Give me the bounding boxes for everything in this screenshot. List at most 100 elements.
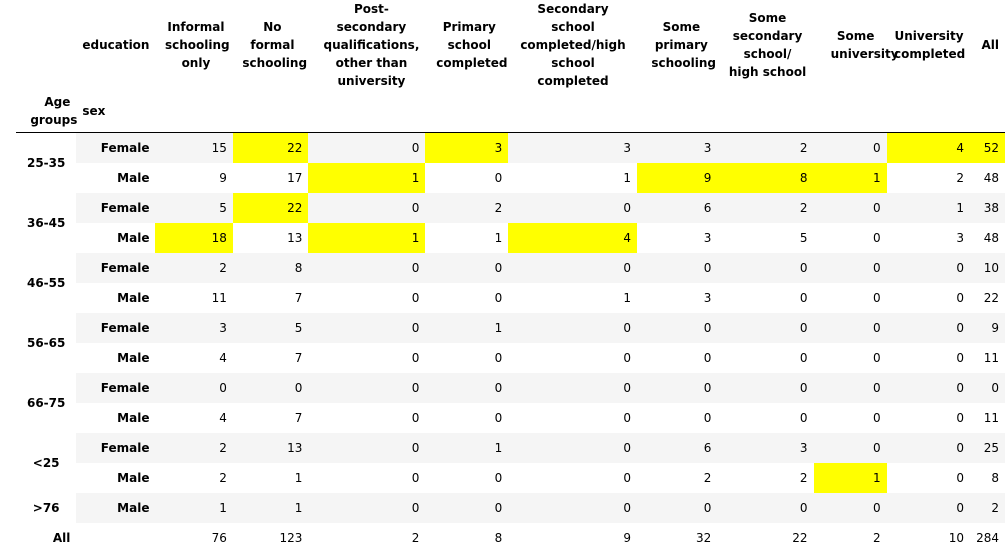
total-blank-cell — [76, 523, 155, 553]
table-cell: 0 — [425, 252, 509, 283]
header-blank-cell — [16, 0, 76, 90]
total-cell: 284 — [970, 522, 1005, 553]
column-header-0: Informal schooling only — [155, 0, 232, 90]
highlighted-cell: 9 — [636, 162, 718, 193]
sex-label: Male — [117, 410, 150, 425]
table-cell: 0 — [813, 192, 887, 223]
table-cell: 2 — [219, 470, 227, 485]
table-cell: 5 — [799, 230, 808, 245]
highlighted-cell: 22 — [232, 192, 309, 223]
highlighted-cell: 4 — [886, 132, 971, 163]
table-cell: 0 — [717, 312, 814, 343]
table-cell: 0 — [872, 230, 881, 245]
highlighted-cell: 1 — [813, 162, 887, 193]
table-row: Male 11 7 0 0 1 3 0 0 0 22 — [16, 283, 1005, 313]
table-row: Male 4 7 0 0 0 0 0 0 0 11 — [16, 403, 1005, 433]
table-cell: 3 — [703, 290, 712, 305]
highlighted-cell: 1 — [308, 162, 426, 193]
table-row: <25 Female 2 13 0 1 0 6 3 0 0 25 — [16, 432, 1005, 493]
sex-label: Female — [76, 432, 156, 463]
sex-label: Male — [117, 470, 150, 485]
table-cell: 0 — [956, 350, 965, 365]
table-cell: 0 — [508, 312, 637, 343]
sex-label: Female — [76, 252, 156, 283]
table-cell: 25 — [970, 432, 1005, 463]
table-cell: 0 — [717, 492, 814, 523]
table-cell: 3 — [717, 432, 814, 463]
table-cell: 1 — [294, 470, 303, 485]
highlighted-cell: 22 — [232, 132, 309, 163]
table-cell: 10 — [970, 252, 1005, 283]
table-cell: 0 — [799, 350, 808, 365]
table-row: Male 9 17 1 0 1 9 8 1 2 48 — [16, 162, 1005, 193]
crosstab-table: education Informal schooling only No form… — [16, 0, 1005, 553]
table-cell: 1 — [623, 170, 631, 185]
table-cell: 1 — [425, 432, 509, 463]
table-cell: 0 — [508, 492, 637, 523]
table-cell: 15 — [155, 132, 233, 163]
table-cell: 0 — [623, 470, 631, 485]
table-cell: 0 — [508, 192, 637, 223]
table-cell: 2 — [703, 470, 712, 485]
sex-label: Male — [76, 492, 156, 523]
table-cell: 6 — [636, 192, 718, 223]
table-cell: 0 — [872, 290, 881, 305]
table-row: 46-55 Female 2 8 0 0 0 0 0 0 0 10 — [16, 252, 1005, 313]
table-cell: 0 — [717, 252, 814, 283]
index-label-age-text: Age groups — [30, 95, 78, 127]
table-cell: 38 — [970, 192, 1005, 223]
table-cell: 0 — [308, 132, 426, 163]
table-cell: 2 — [155, 252, 233, 283]
column-header-6: Some secondary school/ high school — [717, 0, 813, 90]
table-cell: 0 — [623, 350, 631, 365]
table-cell: 0 — [813, 312, 887, 343]
total-cell: 22 — [717, 522, 814, 553]
table-cell: 0 — [425, 492, 509, 523]
table-cell: 2 — [799, 470, 808, 485]
table-cell: 0 — [623, 410, 631, 425]
table-cell: 0 — [308, 312, 426, 343]
table-cell: 8 — [232, 252, 309, 283]
index-label-sex: sex — [82, 104, 106, 118]
highlighted-cell: 1 — [813, 462, 887, 493]
column-header-4: Secondary school completed/high school c… — [508, 0, 637, 90]
table-cell: 1 — [623, 290, 631, 305]
column-header-2: Post-secondary qualifications, other tha… — [308, 0, 425, 90]
table-cell: 0 — [411, 290, 420, 305]
table-cell: 1 — [232, 492, 309, 523]
highlighted-cell: 8 — [717, 162, 814, 193]
table-cell: 0 — [813, 132, 887, 163]
table-cell: 0 — [508, 252, 637, 283]
column-header-9: All — [970, 0, 1005, 90]
table-row: >76 Male 1 1 0 0 0 0 0 0 0 2 — [16, 492, 1005, 523]
table-cell: 2 — [956, 170, 965, 185]
table-row: Male 4 7 0 0 0 0 0 0 0 11 — [16, 343, 1005, 373]
table-cell: 2 — [155, 432, 233, 463]
table-cell: 0 — [703, 350, 712, 365]
table-cell: 0 — [494, 290, 503, 305]
table-cell: 0 — [494, 470, 503, 485]
table-cell: 9 — [970, 312, 1005, 343]
table-cell: 7 — [294, 410, 303, 425]
table-cell: 0 — [494, 170, 503, 185]
table-cell: 8 — [991, 470, 999, 485]
highlighted-cell: 52 — [970, 132, 1005, 163]
table-cell: 0 — [636, 372, 718, 403]
table-cell: 0 — [813, 432, 887, 463]
table-cell: 1 — [494, 230, 503, 245]
table-body: 25-35 Female 15 22 0 3 3 3 2 0 4 52 Male 9 17 1 0 1 9 8 1 2 48… — [16, 132, 1005, 553]
table-cell: 4 — [219, 410, 227, 425]
table-cell: 0 — [956, 410, 965, 425]
highlighted-cell: 18 — [155, 222, 233, 253]
table-cell: 0 — [308, 372, 426, 403]
table-cell: 0 — [308, 432, 426, 463]
table-cell: 0 — [636, 492, 718, 523]
age-group-label: 46-55 — [16, 252, 77, 313]
table-cell: 0 — [799, 290, 808, 305]
table-cell: 0 — [232, 372, 309, 403]
table-cell: 9 — [219, 170, 227, 185]
table-cell: 0 — [425, 372, 509, 403]
table-cell: 48 — [983, 170, 999, 185]
table-cell: 0 — [703, 410, 712, 425]
